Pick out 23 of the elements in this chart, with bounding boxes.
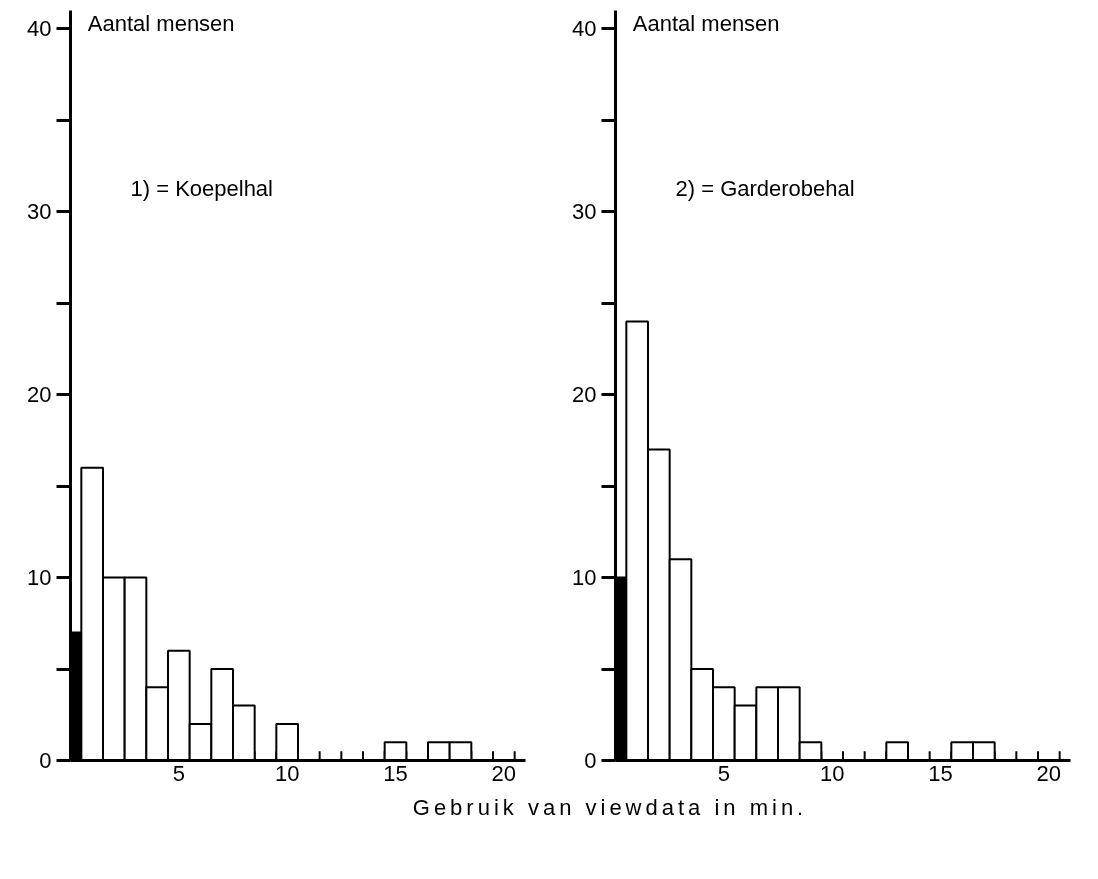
y-tick-label: 30: [572, 199, 597, 225]
x-tick-label: 5: [717, 760, 730, 786]
x-tick-label: 10: [274, 760, 300, 786]
x-tick-label: 20: [491, 760, 517, 786]
y-axis-title: Aantal mensen: [87, 10, 235, 36]
y-tick-label: 20: [572, 382, 597, 408]
y-tick-label: 40: [572, 16, 597, 42]
x-axis-title: Gebruik van viewdata in min.: [412, 794, 808, 822]
y-tick-label: 0: [584, 748, 597, 773]
x-tick-label: 15: [928, 760, 953, 786]
y-axis-title: Aantal mensen: [632, 10, 780, 36]
annotation: 2) = Garderobehal: [675, 175, 855, 201]
x-tick-label: 5: [172, 760, 185, 786]
y-tick-label: 40: [27, 16, 52, 42]
x-tick-label: 15: [383, 760, 408, 786]
y-tick-label: 10: [572, 565, 597, 591]
annotation: 1) = Koepelhal: [130, 175, 273, 201]
x-tick-label: 10: [819, 760, 845, 786]
y-tick-label: 0: [39, 748, 52, 773]
y-tick-label: 20: [27, 382, 52, 408]
x-tick-label: 20: [1036, 760, 1062, 786]
y-tick-label: 30: [27, 199, 52, 225]
y-tick-label: 10: [27, 565, 52, 591]
